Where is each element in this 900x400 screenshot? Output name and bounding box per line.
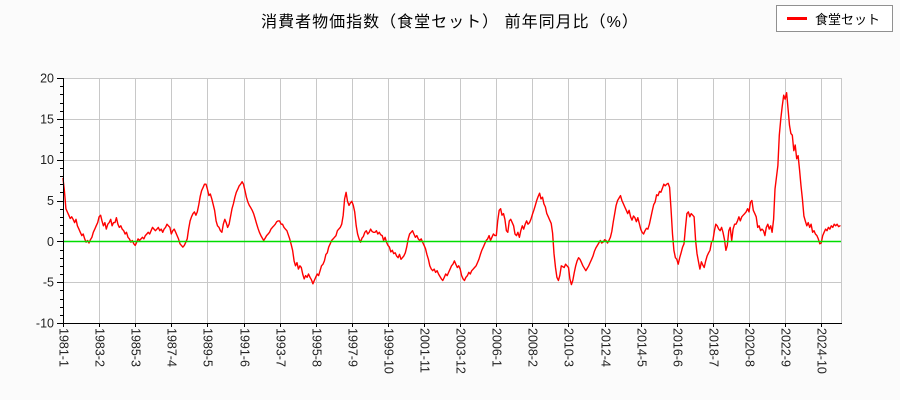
svg-text:2010-3: 2010-3 bbox=[562, 328, 576, 367]
svg-text:1983-2: 1983-2 bbox=[93, 328, 107, 367]
svg-text:20: 20 bbox=[40, 72, 54, 86]
svg-text:2008-2: 2008-2 bbox=[526, 328, 540, 367]
svg-text:2012-4: 2012-4 bbox=[599, 328, 613, 367]
svg-text:1997-9: 1997-9 bbox=[346, 328, 360, 367]
svg-text:-10: -10 bbox=[36, 317, 54, 331]
svg-text:1981-1: 1981-1 bbox=[57, 328, 71, 367]
svg-text:1999-10: 1999-10 bbox=[382, 328, 396, 374]
svg-text:15: 15 bbox=[40, 112, 54, 126]
x-axis-labels: 1981-1 1983-2 1985-3 1987-4 1989-5 1991-6 1993… bbox=[57, 328, 829, 374]
legend: 食堂セット bbox=[775, 5, 893, 32]
chart-title: 消費者物価指数（食堂セット） 前年同月比（%） bbox=[261, 14, 639, 31]
svg-text:2006-1: 2006-1 bbox=[490, 328, 504, 367]
y-axis-ticks bbox=[57, 78, 63, 324]
svg-text:10: 10 bbox=[40, 153, 54, 167]
legend-series-label: 食堂セット bbox=[814, 12, 880, 27]
svg-text:2001-11: 2001-11 bbox=[418, 328, 432, 373]
svg-text:2024-10: 2024-10 bbox=[815, 328, 829, 374]
svg-text:-5: -5 bbox=[43, 276, 54, 290]
x-axis-ticks bbox=[63, 323, 822, 327]
series-line bbox=[62, 91, 841, 286]
svg-text:1993-7: 1993-7 bbox=[274, 328, 288, 367]
y-axis-labels: -10 -5 0 5 10 15 20 bbox=[36, 72, 54, 331]
svg-text:0: 0 bbox=[47, 235, 54, 249]
svg-text:1991-6: 1991-6 bbox=[238, 328, 252, 367]
svg-text:1987-4: 1987-4 bbox=[165, 328, 179, 367]
svg-text:5: 5 bbox=[47, 194, 54, 208]
legend-line-swatch bbox=[786, 17, 807, 20]
svg-text:2016-6: 2016-6 bbox=[671, 328, 685, 367]
svg-text:2018-7: 2018-7 bbox=[707, 328, 721, 367]
axes bbox=[63, 78, 842, 324]
svg-text:1995-8: 1995-8 bbox=[310, 328, 324, 367]
svg-text:2022-9: 2022-9 bbox=[779, 328, 793, 367]
svg-text:1985-3: 1985-3 bbox=[129, 328, 143, 367]
svg-text:1989-5: 1989-5 bbox=[201, 328, 215, 367]
svg-text:2014-5: 2014-5 bbox=[635, 328, 649, 367]
svg-text:2003-12: 2003-12 bbox=[454, 328, 468, 374]
svg-text:2020-8: 2020-8 bbox=[743, 328, 757, 367]
plot-area bbox=[63, 78, 841, 323]
